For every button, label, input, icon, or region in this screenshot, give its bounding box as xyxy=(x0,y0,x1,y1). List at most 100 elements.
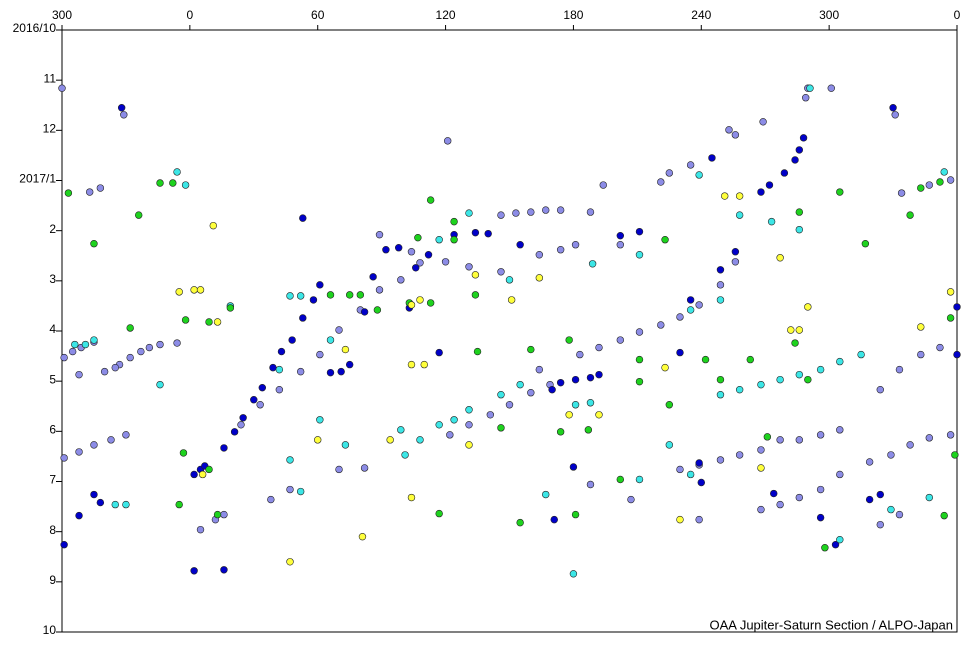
spot-point xyxy=(917,184,925,192)
spot-point xyxy=(414,233,422,242)
spot-point xyxy=(484,229,492,238)
spot-point xyxy=(269,363,277,372)
spot-point xyxy=(296,367,305,376)
spot-point xyxy=(316,281,324,289)
spot-point xyxy=(286,292,294,300)
spot-point xyxy=(565,336,573,344)
spot-point xyxy=(757,505,765,514)
spot-point xyxy=(716,456,725,464)
spot-point xyxy=(836,188,844,196)
spot-point xyxy=(595,411,603,419)
spot-point xyxy=(836,535,844,544)
spot-point xyxy=(816,485,825,494)
spot-point xyxy=(891,111,899,119)
spot-point xyxy=(757,464,765,472)
spot-point xyxy=(175,500,183,509)
spot-point xyxy=(181,181,190,189)
spot-point xyxy=(535,365,544,374)
spot-point xyxy=(535,251,544,259)
spot-point xyxy=(226,304,235,312)
spot-point xyxy=(420,360,428,369)
spot-point xyxy=(721,192,729,200)
spot-point xyxy=(735,192,744,200)
spot-point xyxy=(595,370,603,379)
spot-point xyxy=(917,323,925,331)
spot-point xyxy=(936,343,944,352)
spot-point xyxy=(335,465,343,474)
spot-point xyxy=(426,196,435,204)
spot-point xyxy=(117,104,126,112)
y-tick-label: 5 xyxy=(49,372,56,386)
spot-point xyxy=(731,131,740,139)
spot-point xyxy=(588,260,597,268)
spot-point xyxy=(497,211,505,219)
spot-point xyxy=(190,470,198,479)
spot-point xyxy=(816,365,825,374)
spot-point xyxy=(465,441,473,449)
spot-point xyxy=(220,566,228,574)
spot-point xyxy=(780,169,789,177)
spot-point xyxy=(386,436,394,444)
spot-point xyxy=(373,306,382,314)
y-tick-label: 6 xyxy=(49,423,56,437)
spot-point xyxy=(951,451,959,459)
spot-point xyxy=(90,336,98,344)
spot-point xyxy=(90,490,98,499)
spot-point xyxy=(831,541,840,549)
spot-point xyxy=(86,188,94,196)
spot-point xyxy=(497,424,505,432)
spot-point xyxy=(435,235,443,244)
spot-point xyxy=(75,511,83,520)
spot-point xyxy=(424,251,433,259)
spot-point xyxy=(716,391,725,399)
spot-point xyxy=(122,500,130,509)
spot-point xyxy=(68,347,77,356)
spot-point xyxy=(296,292,305,300)
spot-point xyxy=(435,348,443,357)
spot-point xyxy=(220,510,228,519)
spot-point xyxy=(316,416,324,424)
spot-point xyxy=(397,276,405,284)
spot-point xyxy=(550,515,558,524)
spot-point xyxy=(471,291,480,299)
spot-point xyxy=(599,181,607,189)
spot-point xyxy=(90,240,98,248)
spot-point xyxy=(441,258,450,266)
spot-point xyxy=(725,126,733,134)
spot-point xyxy=(473,347,482,356)
spot-point xyxy=(616,336,625,344)
y-tick-label: 2016/10 xyxy=(13,21,57,35)
spot-point xyxy=(190,286,198,294)
spot-point xyxy=(791,156,799,164)
spot-point xyxy=(571,510,580,519)
spot-point xyxy=(836,426,844,434)
spot-point xyxy=(120,111,128,119)
spot-point xyxy=(542,490,550,499)
spot-point xyxy=(435,509,443,518)
spot-point xyxy=(100,367,109,376)
spot-point xyxy=(60,541,68,549)
spot-point xyxy=(465,406,473,414)
spot-point xyxy=(695,301,703,309)
spot-point xyxy=(286,456,294,464)
spot-point xyxy=(156,179,164,187)
y-tick-label: 7 xyxy=(49,473,56,487)
spot-point xyxy=(816,513,825,522)
spot-point xyxy=(836,470,844,479)
x-tick-label: 180 xyxy=(563,8,583,22)
spot-point xyxy=(209,221,217,230)
spot-point xyxy=(556,246,565,254)
spot-point xyxy=(397,426,405,434)
spot-point xyxy=(946,431,955,439)
spot-point xyxy=(661,235,669,244)
spot-point xyxy=(286,558,294,566)
spot-point xyxy=(791,339,799,347)
spot-point xyxy=(897,189,906,197)
spot-point xyxy=(173,168,181,176)
spot-point xyxy=(58,84,66,92)
spot-point xyxy=(426,299,435,307)
spot-point xyxy=(936,178,944,186)
spot-point xyxy=(795,493,804,502)
spot-point xyxy=(616,231,625,240)
spot-point xyxy=(505,401,514,409)
